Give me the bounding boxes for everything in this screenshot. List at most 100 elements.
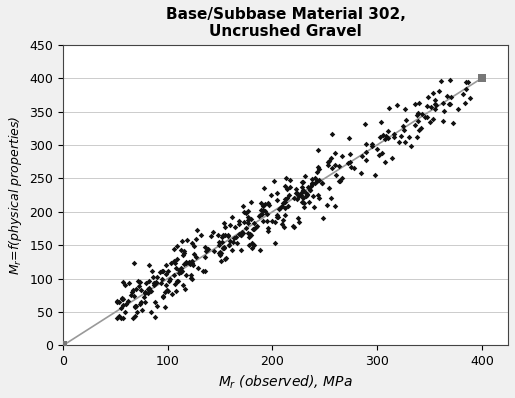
Point <box>298 179 306 185</box>
Point <box>305 199 313 205</box>
Point <box>148 273 157 280</box>
Point <box>152 280 161 286</box>
Point <box>302 192 311 198</box>
Point <box>247 240 255 246</box>
Point <box>131 303 139 309</box>
Point <box>385 105 393 111</box>
Point <box>237 232 245 238</box>
Point <box>402 117 410 123</box>
X-axis label: $M_r$ (observed), MPa: $M_r$ (observed), MPa <box>218 374 353 391</box>
Point <box>150 280 158 286</box>
Point <box>413 134 421 140</box>
Point <box>272 190 281 197</box>
Point <box>293 196 301 203</box>
Point <box>362 149 370 155</box>
Point <box>431 106 439 113</box>
Point <box>131 313 139 319</box>
Point <box>179 248 187 254</box>
Point <box>132 286 140 293</box>
Point <box>147 309 155 315</box>
Point <box>244 220 252 227</box>
Point <box>192 236 200 243</box>
Point <box>414 110 422 116</box>
Point <box>331 150 339 157</box>
Point <box>281 196 289 202</box>
Point <box>285 192 293 198</box>
Point <box>260 185 268 191</box>
Point <box>293 189 301 196</box>
Point <box>144 286 152 293</box>
Point <box>423 114 431 121</box>
Point <box>308 181 316 187</box>
Point <box>207 233 215 239</box>
Point <box>140 294 148 300</box>
Point <box>281 205 289 211</box>
Point <box>164 268 172 275</box>
Point <box>347 163 355 170</box>
Point <box>411 121 419 128</box>
Point <box>274 206 283 213</box>
Point <box>119 279 127 285</box>
Point <box>161 288 169 295</box>
Point <box>136 287 145 293</box>
Point <box>256 247 264 254</box>
Point <box>153 274 161 280</box>
Point <box>159 293 167 299</box>
Point <box>390 131 399 137</box>
Point <box>328 131 336 137</box>
Point <box>141 289 149 295</box>
Point <box>401 105 409 112</box>
Point <box>247 216 255 222</box>
Point <box>247 232 255 238</box>
Point <box>273 214 281 220</box>
Point <box>141 290 149 297</box>
Point <box>183 236 191 243</box>
Point <box>170 272 178 278</box>
Point <box>375 152 384 158</box>
Point <box>377 119 386 125</box>
Point <box>215 242 223 248</box>
Point <box>184 259 193 265</box>
Point <box>130 293 138 299</box>
Point <box>260 203 268 210</box>
Point <box>281 199 289 205</box>
Point <box>145 277 153 284</box>
Point <box>428 90 437 96</box>
Point <box>229 238 237 245</box>
Point <box>279 200 287 206</box>
Point <box>462 86 470 92</box>
Point <box>121 281 129 288</box>
Point <box>344 160 352 166</box>
Point <box>390 134 399 140</box>
Point <box>432 97 440 103</box>
Point <box>298 183 306 190</box>
Point <box>423 103 431 109</box>
Point <box>162 282 170 288</box>
Point <box>427 103 435 110</box>
Point <box>384 128 392 134</box>
Point <box>323 202 331 209</box>
Point <box>431 101 439 107</box>
Point <box>182 260 190 267</box>
Point <box>259 211 267 217</box>
Point <box>259 207 267 213</box>
Point <box>284 203 292 209</box>
Point <box>313 178 321 184</box>
Point <box>220 220 229 226</box>
Point <box>218 232 227 238</box>
Point <box>232 234 241 240</box>
Point <box>302 189 310 196</box>
Point <box>381 135 389 142</box>
Point <box>135 283 143 290</box>
Point <box>221 232 229 238</box>
Point <box>188 258 196 264</box>
Point <box>417 124 425 131</box>
Point <box>278 221 286 228</box>
Point <box>144 290 152 296</box>
Point <box>438 100 447 107</box>
Point <box>201 254 209 260</box>
Point <box>278 203 286 209</box>
Point <box>235 217 243 224</box>
Point <box>181 285 189 292</box>
Point <box>301 173 310 179</box>
